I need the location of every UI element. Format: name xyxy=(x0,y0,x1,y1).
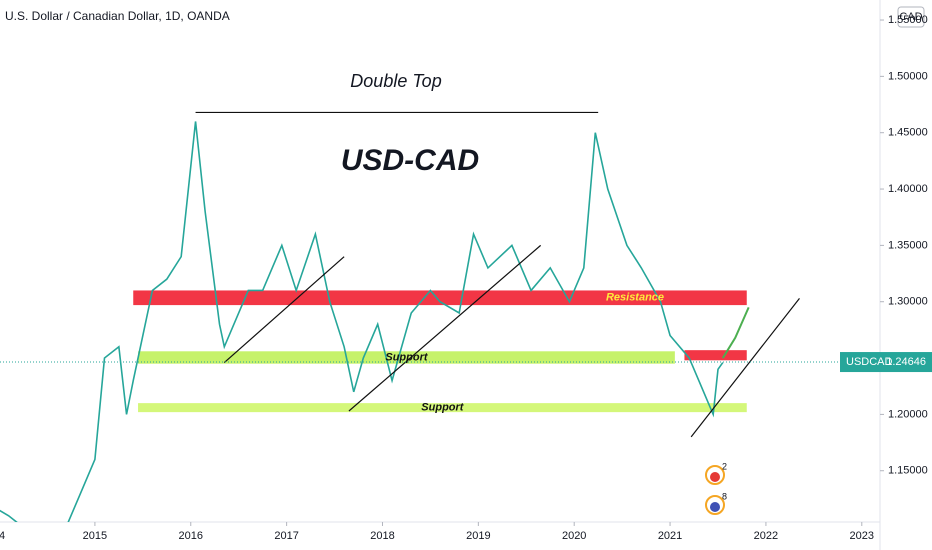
series-name: USDCAD xyxy=(846,356,893,368)
x-tick-label: 2019 xyxy=(466,530,490,542)
zone-label: Support xyxy=(421,402,464,414)
x-tick-label: 2020 xyxy=(562,530,586,542)
chart-title: U.S. Dollar / Canadian Dollar, 1D, OANDA xyxy=(5,9,230,23)
event-flag xyxy=(710,472,720,482)
event-count: 2 xyxy=(722,461,727,471)
x-tick-label: 2021 xyxy=(658,530,682,542)
event-count: 8 xyxy=(722,491,727,501)
zone xyxy=(684,350,747,361)
trend-line xyxy=(721,306,750,359)
x-tick-label: 2015 xyxy=(83,530,107,542)
y-tick-label: 1.20000 xyxy=(888,408,928,420)
x-tick-label: 14 xyxy=(0,530,5,542)
zone-label: Support xyxy=(385,351,428,363)
x-tick-label: 2023 xyxy=(850,530,874,542)
zone xyxy=(133,290,747,306)
trend-line xyxy=(348,244,542,412)
plot-area xyxy=(0,111,800,522)
currency[interactable]: CAD xyxy=(899,11,922,23)
x-tick-label: 2016 xyxy=(179,530,203,542)
zone-label: Resistance xyxy=(606,292,664,304)
zone xyxy=(138,403,747,413)
annotation: USD-CAD xyxy=(341,144,479,177)
x-tick-label: 2017 xyxy=(274,530,298,542)
y-tick-label: 1.30000 xyxy=(888,296,928,308)
price-value: 1.24646 xyxy=(886,356,926,368)
y-tick-label: 1.55000 xyxy=(888,14,928,26)
y-tick-label: 1.35000 xyxy=(888,239,928,251)
zone xyxy=(138,351,675,364)
price-tag xyxy=(840,352,932,373)
y-tick-label: 1.50000 xyxy=(888,70,928,82)
annotation: Double Top xyxy=(350,71,441,91)
price-line xyxy=(0,121,724,522)
currency-box[interactable] xyxy=(897,6,925,28)
trend-line xyxy=(223,256,345,364)
y-tick-label: 1.15000 xyxy=(888,465,928,477)
y-tick-label: 1.45000 xyxy=(888,127,928,139)
trend-line xyxy=(690,297,800,438)
x-tick-label: 2018 xyxy=(370,530,394,542)
y-tick-label: 1.40000 xyxy=(888,183,928,195)
x-tick-label: 2022 xyxy=(754,530,778,542)
event-flag xyxy=(710,502,720,512)
